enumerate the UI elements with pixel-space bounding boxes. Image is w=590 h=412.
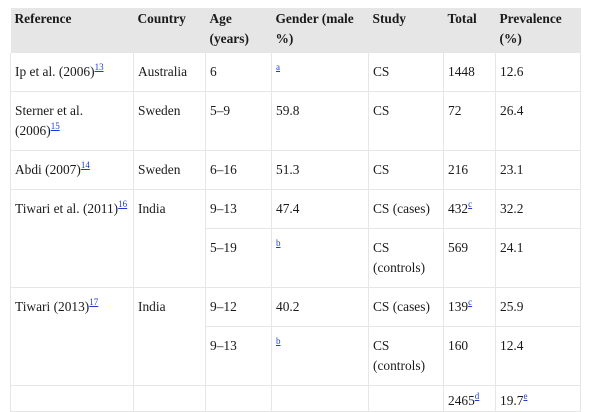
total-footnote-link[interactable]: c [468, 199, 473, 209]
header-study: Study [368, 8, 444, 53]
total-text: 2465 [448, 393, 475, 408]
cell-prevalence: 23.1 [495, 150, 581, 190]
cell-reference: Abdi (2007)14 [10, 150, 134, 190]
reference-text: Sterner et al. (2006) [15, 103, 84, 138]
header-reference: Reference [10, 8, 134, 53]
total-text: 139 [448, 299, 469, 314]
cell-age [205, 385, 272, 412]
cell-total: 139c [443, 287, 496, 327]
cell-age: 9–13 [205, 189, 272, 229]
total-footnote-link[interactable]: c [468, 297, 473, 307]
reference-footnote-link[interactable]: 15 [50, 121, 60, 131]
cell-prevalence: 26.4 [495, 91, 581, 151]
cell-total: 160 [443, 326, 496, 386]
cell-age: 6–16 [205, 150, 272, 190]
cell-gender: b [271, 228, 369, 288]
prevalence-table-container: Reference Country Age (years) Gender (ma… [10, 8, 581, 412]
cell-study: CS [368, 53, 444, 92]
cell-country: India [133, 287, 206, 386]
cell-country [133, 385, 206, 412]
header-total: Total [443, 8, 496, 53]
prevalence-text: 19.7 [500, 393, 524, 408]
cell-reference: Tiwari et al. (2011)16 [10, 189, 134, 288]
reference-text: Ip et al. (2006) [15, 64, 95, 79]
cell-gender: b [271, 326, 369, 386]
gender-footnote-link[interactable]: b [276, 336, 281, 346]
reference-footnote-link[interactable]: 13 [94, 62, 104, 72]
header-gender: Gender (male %) [271, 8, 369, 53]
reference-footnote-link[interactable]: 14 [80, 160, 90, 170]
cell-reference: Sterner et al. (2006)15 [10, 91, 134, 151]
cell-prevalence: 12.6 [495, 53, 581, 92]
cell-gender: 40.2 [271, 287, 369, 327]
cell-country: Australia [133, 53, 206, 92]
table-row: Abdi (2007)14 Sweden 6–16 51.3 CS 216 23… [10, 150, 581, 190]
cell-gender: 51.3 [271, 150, 369, 190]
cell-total: 569 [443, 228, 496, 288]
table-row: 5–19 b CS (controls) 569 24.1 [11, 228, 581, 288]
cell-country: India [133, 189, 206, 288]
reference-footnote-link[interactable]: 17 [89, 297, 99, 307]
total-row: 2465d 19.7e [10, 385, 581, 412]
cell-gender: 47.4 [271, 189, 369, 229]
header-prevalence: Prevalence (%) [495, 8, 581, 53]
cell-study [368, 385, 444, 412]
cell-age: 6 [205, 53, 272, 92]
header-row: Reference Country Age (years) Gender (ma… [10, 8, 581, 53]
header-country: Country [133, 8, 206, 53]
cell-reference: Tiwari (2013)17 [10, 287, 134, 386]
cell-total: 2465d [443, 385, 496, 412]
cell-age: 5–19 [205, 228, 272, 288]
table-row: Ip et al. (2006)13 Australia 6 a CS 1448… [10, 53, 581, 92]
table-row: Tiwari (2013)17 India 9–12 40.2 CS (case… [10, 287, 581, 386]
cell-study: CS (controls) [368, 228, 444, 288]
header-age: Age (years) [205, 8, 272, 53]
cell-country: Sweden [133, 150, 206, 190]
cell-total: 216 [443, 150, 496, 190]
total-footnote-link[interactable]: d [474, 391, 480, 401]
cell-gender: a [271, 53, 369, 92]
cell-age: 9–12 [205, 287, 272, 327]
reference-text: Tiwari et al. (2011) [15, 201, 119, 216]
table-row: Sterner et al. (2006)15 Sweden 5–9 59.8 … [10, 91, 581, 151]
cell-prevalence: 32.2 [495, 189, 581, 229]
cell-total: 72 [443, 91, 496, 151]
cell-country: Sweden [133, 91, 206, 151]
cell-study: CS (controls) [368, 326, 444, 386]
gender-footnote-link[interactable]: b [276, 238, 281, 248]
cell-prevalence: 25.9 [495, 287, 581, 327]
cell-prevalence: 19.7e [495, 385, 581, 412]
cell-total: 432c [443, 189, 496, 229]
table-row: Tiwari et al. (2011)16 India 9–13 47.4 C… [10, 189, 581, 288]
cell-prevalence: 24.1 [495, 228, 581, 288]
cell-reference [10, 385, 134, 412]
cell-study: CS (cases) [368, 189, 444, 229]
reference-footnote-link[interactable]: 16 [118, 199, 128, 209]
cell-age: 9–13 [205, 326, 272, 386]
cell-gender: 59.8 [271, 91, 369, 151]
cell-study: CS [368, 91, 444, 151]
cell-reference: Ip et al. (2006)13 [10, 53, 134, 92]
cell-study: CS (cases) [368, 287, 444, 327]
prevalence-table: Reference Country Age (years) Gender (ma… [10, 8, 581, 412]
cell-study: CS [368, 150, 444, 190]
gender-footnote-link[interactable]: a [276, 62, 280, 72]
reference-text: Abdi (2007) [15, 162, 81, 177]
reference-text: Tiwari (2013) [15, 299, 90, 314]
prevalence-footnote-link[interactable]: e [523, 391, 528, 401]
table-row: 9–13 b CS (controls) 160 12.4 [11, 326, 581, 386]
cell-gender [271, 385, 369, 412]
cell-age: 5–9 [205, 91, 272, 151]
cell-prevalence: 12.4 [495, 326, 581, 386]
cell-total: 1448 [443, 53, 496, 92]
total-text: 432 [448, 201, 469, 216]
